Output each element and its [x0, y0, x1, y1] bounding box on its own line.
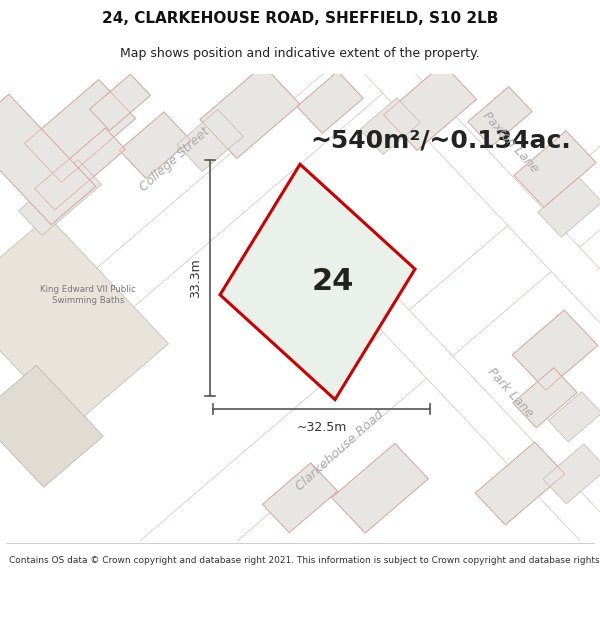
Polygon shape	[543, 444, 600, 504]
Polygon shape	[360, 98, 420, 154]
Text: Map shows position and indicative extent of the property.: Map shows position and indicative extent…	[120, 47, 480, 59]
Polygon shape	[0, 216, 169, 427]
Text: King Edward VII Public
Swimming Baths: King Edward VII Public Swimming Baths	[40, 285, 136, 304]
Polygon shape	[0, 94, 96, 224]
Polygon shape	[320, 243, 600, 619]
Text: 24: 24	[311, 268, 353, 296]
Text: College Street: College Street	[137, 125, 212, 194]
Polygon shape	[297, 71, 363, 133]
Polygon shape	[514, 131, 596, 208]
Polygon shape	[265, 0, 600, 394]
Text: ~32.5m: ~32.5m	[296, 421, 347, 434]
Polygon shape	[475, 442, 565, 525]
Polygon shape	[468, 87, 532, 146]
Polygon shape	[35, 128, 125, 210]
Polygon shape	[119, 112, 191, 179]
Polygon shape	[332, 443, 428, 533]
Text: ~540m²/~0.134ac.: ~540m²/~0.134ac.	[310, 129, 571, 152]
Polygon shape	[513, 368, 577, 428]
Text: Contains OS data © Crown copyright and database right 2021. This information is : Contains OS data © Crown copyright and d…	[9, 556, 600, 565]
Polygon shape	[383, 64, 476, 150]
Polygon shape	[200, 65, 300, 158]
Polygon shape	[89, 74, 151, 131]
Polygon shape	[0, 136, 600, 625]
Polygon shape	[220, 164, 415, 399]
Polygon shape	[19, 160, 101, 236]
Text: 24, CLARKEHOUSE ROAD, SHEFFIELD, S10 2LB: 24, CLARKEHOUSE ROAD, SHEFFIELD, S10 2LB	[102, 11, 498, 26]
Polygon shape	[0, 366, 103, 488]
Polygon shape	[0, 0, 536, 472]
Polygon shape	[262, 463, 338, 532]
Text: 33.3m: 33.3m	[189, 258, 202, 298]
Polygon shape	[25, 79, 136, 182]
Polygon shape	[177, 109, 243, 171]
Text: Park Lane: Park Lane	[485, 366, 535, 420]
Polygon shape	[548, 392, 600, 442]
Text: Clarkehouse Road: Clarkehouse Road	[293, 408, 386, 493]
Polygon shape	[538, 177, 600, 237]
Polygon shape	[512, 310, 598, 390]
Text: Paxton Lane: Paxton Lane	[479, 109, 541, 176]
